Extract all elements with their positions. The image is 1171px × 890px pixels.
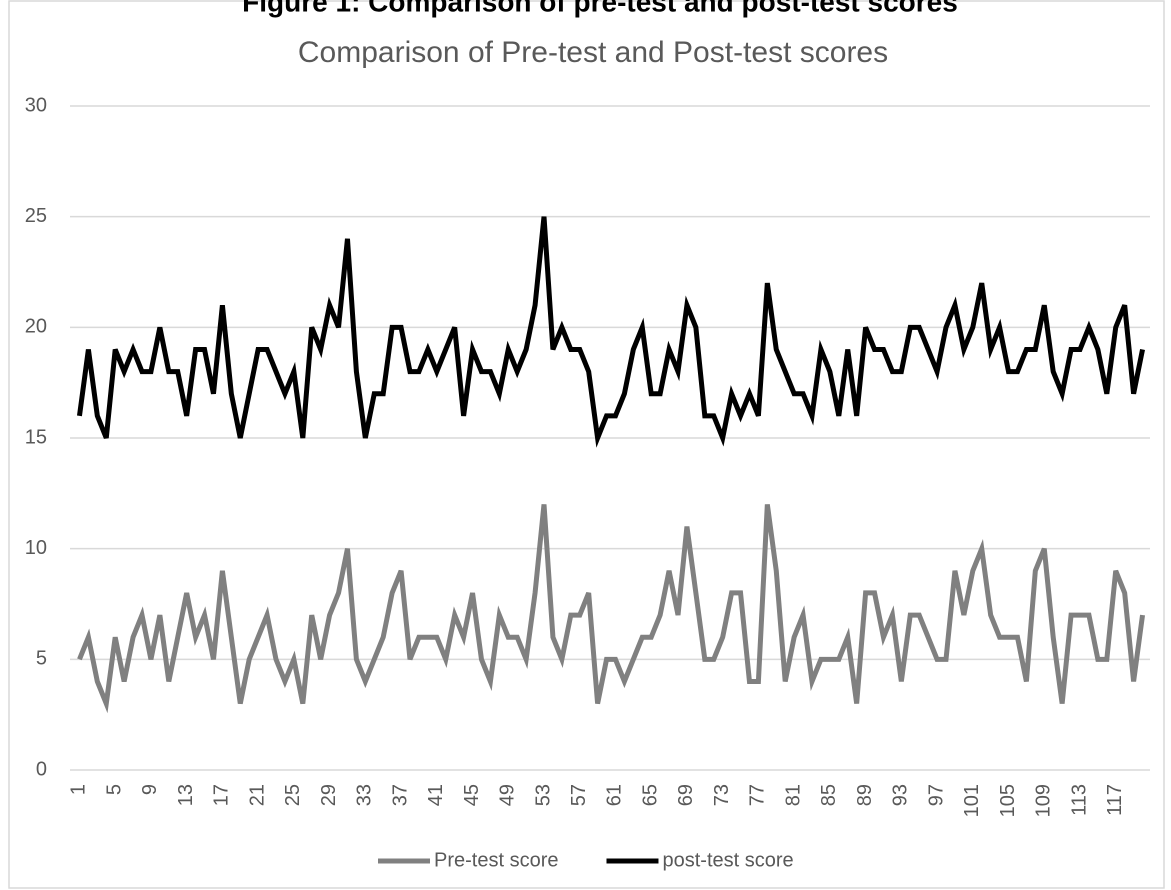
series-line [77, 504, 1146, 714]
x-tick-label: 61 [604, 784, 626, 806]
series-line [76, 216, 1145, 448]
x-tick-label: 109 [1033, 784, 1055, 817]
x-tick-label: 105 [997, 784, 1019, 817]
x-tick-label: 117 [1104, 784, 1126, 816]
x-tick-label: 33 [354, 784, 376, 806]
y-tick-label: 5 [36, 648, 47, 670]
x-tick-label: 89 [854, 784, 876, 806]
legend-label: Pre-test score [434, 849, 558, 871]
x-tick-label: 41 [425, 784, 447, 806]
x-tick-label: 17 [211, 784, 233, 806]
y-tick-label: 15 [25, 426, 47, 448]
x-tick-label: 9 [139, 784, 161, 795]
x-tick-label: 37 [389, 784, 411, 806]
x-tick-label: 13 [175, 784, 197, 806]
x-tick-label: 101 [961, 784, 983, 817]
x-tick-label: 85 [818, 784, 840, 806]
x-tick-label: 81 [782, 784, 804, 806]
y-tick-label: 25 [25, 205, 47, 227]
x-tick-label: 113 [1068, 784, 1090, 816]
x-tick-label: 49 [497, 784, 519, 806]
x-tick-label: 73 [711, 784, 733, 806]
x-tick-label: 69 [675, 784, 697, 806]
x-tick-label: 93 [890, 784, 912, 806]
x-tick-label: 53 [532, 784, 554, 806]
x-tick-label: 21 [246, 784, 268, 806]
chart-title: Comparison of Pre-test and Post-test sco… [298, 36, 888, 69]
x-tick-label: 97 [925, 784, 947, 806]
y-tick-label: 20 [25, 316, 47, 338]
y-tick-label: 30 [25, 94, 47, 116]
legend-label: post-test score [662, 849, 793, 871]
chart-border [8, 0, 1165, 889]
x-tick-label: 45 [461, 784, 483, 806]
x-tick-label: 1 [68, 784, 90, 795]
y-tick-label: 10 [25, 537, 47, 559]
figure-caption: Figure 1: Comparison of pre-test and pos… [242, 0, 958, 17]
x-tick-label: 25 [282, 784, 304, 806]
x-tick-label: 77 [747, 784, 769, 806]
x-tick-label: 5 [103, 784, 125, 795]
x-tick-label: 65 [639, 784, 661, 806]
x-tick-label: 57 [568, 784, 590, 806]
y-tick-label: 0 [36, 758, 47, 780]
x-tick-label: 29 [318, 784, 340, 806]
